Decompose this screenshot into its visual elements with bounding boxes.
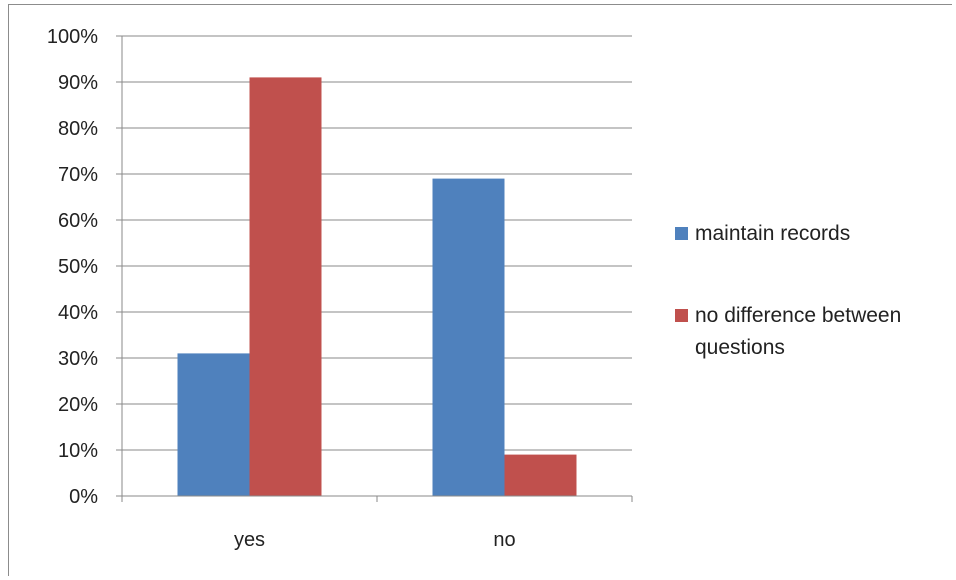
bar-yes-series2 — [249, 77, 322, 497]
y-tick-label: 0% — [69, 486, 98, 508]
y-tick-label: 60% — [58, 210, 98, 232]
y-tick-label: 70% — [58, 164, 98, 186]
gridlines — [122, 35, 632, 451]
y-tick-label: 30% — [58, 348, 98, 370]
legend: maintain records no difference between que… — [675, 222, 901, 359]
bar-no-series1 — [432, 178, 505, 496]
y-tick-label: 100% — [47, 26, 98, 48]
legend-label: maintain records — [695, 222, 850, 245]
legend-swatch — [675, 227, 688, 240]
y-tick-label: 80% — [58, 118, 98, 140]
bar-yes-series1 — [177, 353, 250, 496]
bar-no-series2 — [504, 454, 577, 496]
legend-label: questions — [695, 336, 785, 359]
axes — [116, 35, 633, 502]
x-tick-label: yes — [234, 529, 265, 551]
x-tick-label: no — [493, 529, 515, 551]
y-axis-ticks: 0% 10% 20% 30% 40% 50% 60% 70% 80% 90% 100% — [47, 26, 98, 508]
y-tick-label: 50% — [58, 256, 98, 278]
y-tick-label: 40% — [58, 302, 98, 324]
legend-swatch — [675, 309, 688, 322]
y-tick-label: 20% — [58, 394, 98, 416]
x-axis-ticks: yes no — [234, 529, 516, 551]
y-tick-label: 10% — [58, 440, 98, 462]
bars — [177, 77, 577, 497]
legend-label: no difference between — [695, 304, 901, 327]
y-tick-label: 90% — [58, 72, 98, 94]
